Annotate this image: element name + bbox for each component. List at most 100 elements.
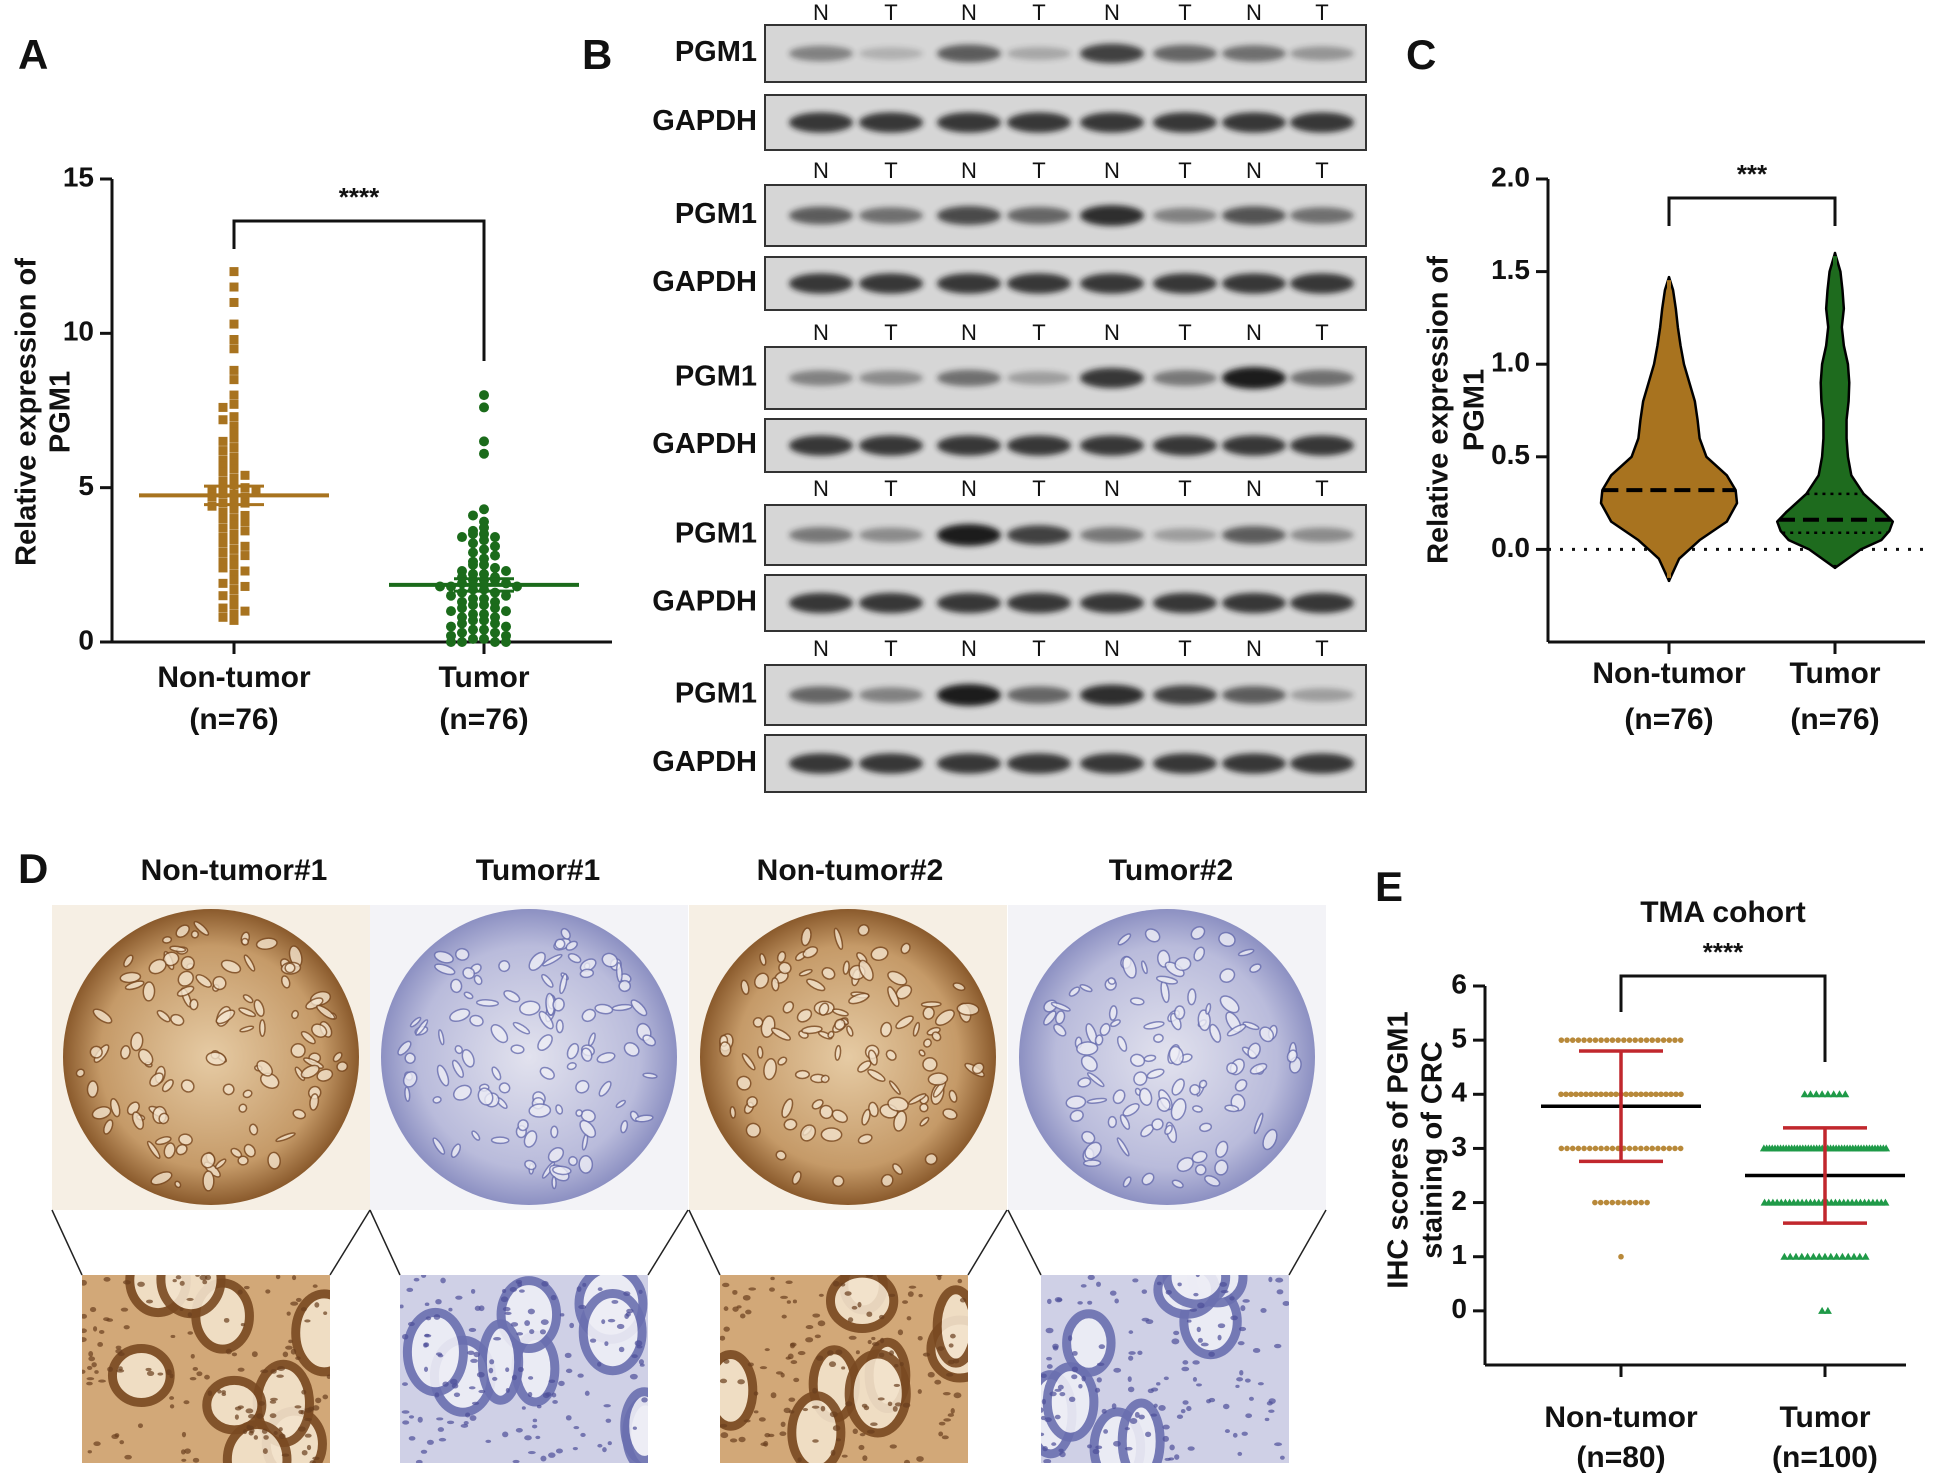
nucleus — [1186, 1319, 1192, 1323]
nucleus — [288, 1339, 293, 1344]
gland — [137, 1048, 154, 1066]
band — [1080, 367, 1144, 389]
nucleus — [1043, 1458, 1052, 1463]
nucleus — [848, 1335, 857, 1340]
nucleus — [1282, 1300, 1289, 1306]
dot — [1598, 1145, 1604, 1152]
nucleus — [505, 1387, 510, 1393]
gland — [1050, 1001, 1071, 1012]
gland — [1247, 1042, 1261, 1060]
nucleus — [295, 1297, 302, 1302]
nucleus — [1068, 1335, 1073, 1342]
nucleus — [240, 1322, 246, 1327]
dot — [1609, 1037, 1616, 1043]
lane-label: T — [1315, 0, 1328, 25]
lane-label: N — [1246, 320, 1262, 345]
nucleus — [812, 1439, 819, 1443]
nucleus — [840, 1282, 846, 1287]
zoom-line — [369, 1209, 401, 1276]
gland — [242, 1089, 253, 1099]
gland — [195, 974, 213, 988]
inset-gland — [825, 1275, 899, 1334]
band — [1153, 112, 1217, 133]
gland — [1219, 995, 1240, 1014]
nucleus — [631, 1354, 638, 1359]
nucleus — [1077, 1301, 1083, 1305]
y-tick-label: 10 — [63, 316, 94, 347]
sd-bar — [1579, 1049, 1663, 1164]
gland — [193, 920, 210, 936]
nucleus — [1051, 1442, 1057, 1446]
gland — [581, 1008, 597, 1023]
gland — [1068, 986, 1081, 997]
nucleus — [785, 1356, 791, 1360]
band — [789, 273, 853, 294]
gland — [1043, 1010, 1057, 1026]
nucleus — [446, 1420, 455, 1425]
band — [1153, 592, 1217, 614]
nucleus — [242, 1429, 248, 1435]
nucleus — [589, 1338, 597, 1343]
gland — [241, 937, 250, 946]
gland — [450, 978, 463, 994]
point — [218, 461, 228, 471]
nucleus — [1162, 1424, 1170, 1430]
nucleus — [1164, 1457, 1171, 1461]
nucleus — [957, 1278, 963, 1284]
nucleus — [237, 1289, 243, 1295]
lane-label: T — [884, 636, 897, 661]
band — [789, 206, 853, 225]
nucleus — [723, 1326, 730, 1332]
gland — [434, 963, 456, 976]
lane-label: N — [961, 158, 977, 183]
gland — [463, 991, 474, 1000]
gland — [858, 959, 874, 982]
gland — [454, 1044, 464, 1055]
nucleus — [1138, 1414, 1145, 1420]
dot — [1643, 1037, 1650, 1043]
nucleus — [858, 1444, 865, 1451]
band — [859, 47, 923, 60]
panel-letter: B — [582, 31, 612, 78]
gland — [566, 1042, 580, 1060]
nucleus — [488, 1367, 494, 1374]
gland — [1168, 1045, 1184, 1066]
band — [937, 273, 1001, 294]
nucleus — [87, 1450, 92, 1454]
nucleus — [862, 1455, 868, 1462]
nucleus — [863, 1405, 870, 1411]
gland — [109, 1097, 121, 1118]
gland — [827, 1030, 835, 1039]
dot — [1609, 1145, 1616, 1152]
nucleus — [753, 1410, 759, 1414]
nucleus — [98, 1379, 106, 1383]
nucleus — [300, 1307, 307, 1312]
nucleus — [1268, 1409, 1275, 1413]
nucleus — [1049, 1391, 1057, 1397]
gland — [948, 1089, 958, 1103]
dot — [1666, 1145, 1673, 1152]
nucleus — [122, 1280, 131, 1285]
nucleus — [941, 1435, 949, 1440]
nucleus — [1095, 1445, 1103, 1450]
nucleus — [1096, 1377, 1102, 1383]
gland — [432, 1137, 446, 1155]
nucleus — [438, 1437, 447, 1442]
gland — [528, 1103, 552, 1118]
gland — [783, 1118, 798, 1131]
band — [859, 753, 923, 774]
band — [1080, 112, 1144, 133]
nucleus — [845, 1401, 853, 1407]
band — [1290, 435, 1354, 456]
nucleus — [269, 1400, 277, 1404]
nucleus — [1235, 1384, 1240, 1388]
nucleus — [827, 1350, 834, 1356]
nucleus — [720, 1335, 726, 1341]
gland — [91, 1106, 112, 1120]
dot — [1586, 1145, 1593, 1152]
nucleus — [146, 1370, 155, 1376]
dot — [1838, 1252, 1847, 1260]
gland — [719, 1041, 732, 1058]
gland — [934, 1009, 955, 1027]
gland — [175, 924, 190, 938]
